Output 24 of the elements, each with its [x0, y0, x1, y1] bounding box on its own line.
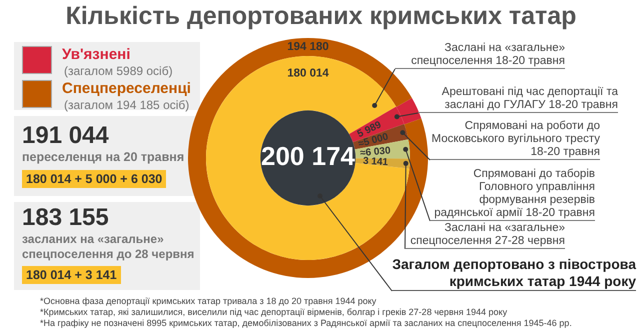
data-label: 3 141 — [362, 156, 389, 168]
data-label: 180 014 — [287, 67, 330, 80]
chart-title: Кількість депортованих кримських татар — [64, 2, 578, 31]
text: (загалом 194 185 осіб) — [64, 98, 190, 112]
slice-label: Спрямовані на роботи до Московського вугільного тресту 18-20 травня — [430, 120, 600, 160]
text: 200 174 — [261, 141, 356, 172]
data-label: 194 180 — [287, 41, 329, 54]
text: 180 014 + 3 141 — [22, 266, 121, 284]
text: 180 014 + 5 000 + 6 030 — [22, 170, 166, 188]
text: *Основна фаза депортації кримських татар тривала з 18 до 20 травня 1944 року — [40, 296, 376, 306]
text: 191 044 — [22, 122, 109, 150]
slice-label: Арештовані під час депортації та заслані до ГУЛАГУ 18-20 травня — [418, 86, 618, 113]
slice-label: Заслані на «загальне» спецпоселення 27-28 червня — [405, 222, 565, 249]
legend-label: Спецпереселенці — [62, 80, 191, 97]
legend-label: Ув'язнені — [62, 46, 130, 63]
text: 183 155 — [22, 204, 109, 232]
slice-label: Заслані на «загальне» спецпоселення 18-20 травня — [395, 42, 565, 69]
text: (загалом 5989 осіб) — [64, 64, 173, 78]
text: Загалом депортовано з півострова кримських татар 1944 року — [392, 256, 636, 291]
text: засланих на «загальне» спецпоселення до 28 червня — [22, 232, 196, 262]
text: *Кримських татар, які залишилися, виселили під час депортації вірменів, болгар і греків 27-28 червня 1944 року — [40, 307, 508, 317]
text: *На графіку не позначені 8995 кримських татар, демобілізованих з Радянської армії та засланих на спецпоселення 1945-46 рр. — [40, 318, 572, 328]
slice-label: Спрямовані до таборів Головного управління формування резервів радянської армії 18-20 травня — [430, 168, 595, 221]
text: переселенця на 20 травня — [22, 150, 184, 164]
